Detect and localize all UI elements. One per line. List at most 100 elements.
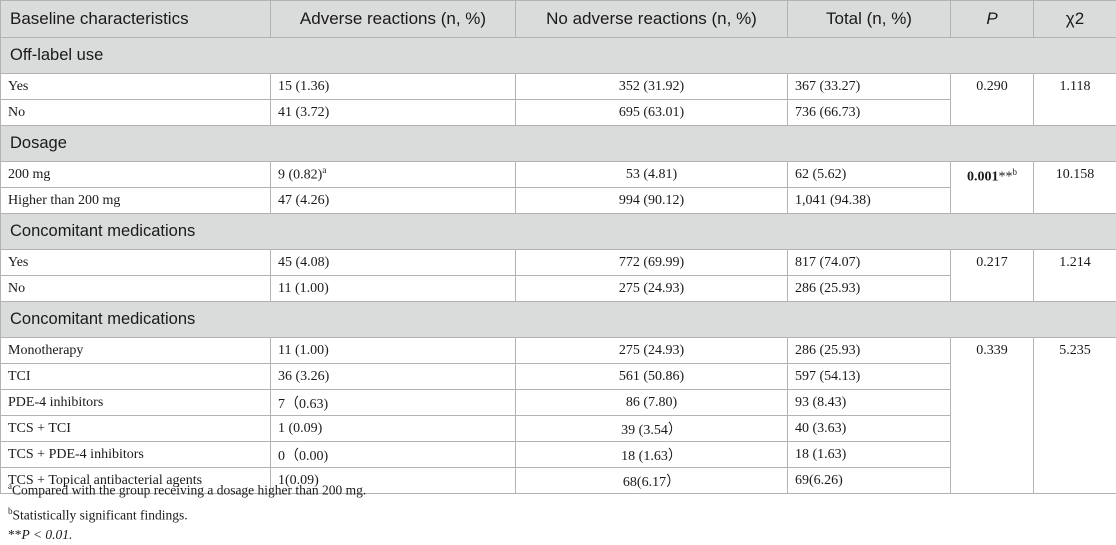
chi2-cell: 1.214 bbox=[1034, 250, 1116, 302]
no-adverse-cell: 18 (1.63） bbox=[516, 442, 788, 468]
adverse-value: 45 (4.08) bbox=[278, 255, 329, 270]
row-label: Yes bbox=[1, 250, 271, 276]
row-label: No bbox=[1, 276, 271, 302]
p-value: 0.290 bbox=[976, 79, 1008, 94]
adverse-value: 41 (3.72) bbox=[278, 105, 329, 120]
p-significance-mark: ** bbox=[999, 170, 1013, 185]
adverse-value: 11 (1.00) bbox=[278, 281, 329, 296]
footnotes: aCompared with the group receiving a dos… bbox=[8, 476, 366, 545]
chi2-cell: 1.118 bbox=[1034, 74, 1116, 126]
header-total: Total (n, %) bbox=[788, 1, 951, 38]
header-adverse: Adverse reactions (n, %) bbox=[271, 1, 516, 38]
no-adverse-cell: 275 (24.93) bbox=[516, 338, 788, 364]
p-value-cell: 0.217 bbox=[951, 250, 1034, 302]
table-row: PDE-4 inhibitors 7（0.63) 86 (7.80)93 (8.43… bbox=[1, 390, 1116, 416]
adverse-value: 47 (4.26) bbox=[278, 193, 329, 208]
header-row: Baseline characteristics Adverse reactio… bbox=[1, 1, 1116, 38]
baseline-characteristics-table: Baseline characteristics Adverse reactio… bbox=[0, 0, 1116, 494]
adverse-cell: 36 (3.26) bbox=[271, 364, 516, 390]
adverse-cell: 11 (1.00) bbox=[271, 276, 516, 302]
total-cell: 69(6.26) bbox=[788, 468, 951, 494]
row-label: TCS + PDE-4 inhibitors bbox=[1, 442, 271, 468]
footnote-a: aCompared with the group receiving a dos… bbox=[8, 476, 366, 501]
section-title: Off-label use bbox=[1, 38, 1116, 74]
p-value: 0.001 bbox=[967, 170, 999, 185]
section-row: Dosage bbox=[1, 126, 1116, 162]
adverse-cell: 45 (4.08) bbox=[271, 250, 516, 276]
table-row: No 41 (3.72) 695 (63.01)736 (66.73) bbox=[1, 100, 1116, 126]
total-cell: 1,041 (94.38) bbox=[788, 188, 951, 214]
total-cell: 18 (1.63) bbox=[788, 442, 951, 468]
header-p: P bbox=[951, 1, 1034, 38]
p-value: 0.339 bbox=[976, 343, 1008, 358]
no-adverse-cell: 86 (7.80) bbox=[516, 390, 788, 416]
total-cell: 40 (3.63) bbox=[788, 416, 951, 442]
section-title: Dosage bbox=[1, 126, 1116, 162]
chi2-cell: 10.158 bbox=[1034, 162, 1116, 214]
table-row: Higher than 200 mg 47 (4.26) 994 (90.12)1,… bbox=[1, 188, 1116, 214]
footnote-c-mark: ** bbox=[8, 527, 22, 542]
no-adverse-cell: 352 (31.92) bbox=[516, 74, 788, 100]
section-title: Concomitant medications bbox=[1, 302, 1116, 338]
adverse-cell: 7（0.63) bbox=[271, 390, 516, 416]
adverse-cell: 41 (3.72) bbox=[271, 100, 516, 126]
header-no-adverse: No adverse reactions (n, %) bbox=[516, 1, 788, 38]
adverse-value: 7（0.63) bbox=[278, 397, 328, 412]
footnote-a-text: Compared with the group receiving a dosa… bbox=[12, 483, 366, 498]
table-row: Monotherapy 11 (1.00) 275 (24.93)286 (25.9… bbox=[1, 338, 1116, 364]
total-cell: 817 (74.07) bbox=[788, 250, 951, 276]
footnote-b: bStatistically significant findings. bbox=[8, 501, 366, 526]
no-adverse-cell: 561 (50.86) bbox=[516, 364, 788, 390]
total-cell: 93 (8.43) bbox=[788, 390, 951, 416]
footnote-c: **P < 0.01. bbox=[8, 525, 366, 545]
row-label: 200 mg bbox=[1, 162, 271, 188]
total-cell: 736 (66.73) bbox=[788, 100, 951, 126]
row-label: PDE-4 inhibitors bbox=[1, 390, 271, 416]
adverse-cell: 47 (4.26) bbox=[271, 188, 516, 214]
no-adverse-cell: 53 (4.81) bbox=[516, 162, 788, 188]
adverse-cell: 15 (1.36) bbox=[271, 74, 516, 100]
p-value-cell: 0.290 bbox=[951, 74, 1034, 126]
adverse-value: 11 (1.00) bbox=[278, 343, 329, 358]
adverse-value: 0（0.00) bbox=[278, 449, 328, 464]
adverse-value: 36 (3.26) bbox=[278, 369, 329, 384]
row-label: Yes bbox=[1, 74, 271, 100]
no-adverse-cell: 994 (90.12) bbox=[516, 188, 788, 214]
p-footnote-mark: b bbox=[1013, 167, 1018, 177]
section-row: Concomitant medications bbox=[1, 214, 1116, 250]
adverse-value: 15 (1.36) bbox=[278, 79, 329, 94]
adverse-cell: 11 (1.00) bbox=[271, 338, 516, 364]
row-label: TCS + TCI bbox=[1, 416, 271, 442]
header-p-label: P bbox=[986, 9, 997, 28]
header-chi2: χ2 bbox=[1034, 1, 1116, 38]
chi2-cell: 5.235 bbox=[1034, 338, 1116, 494]
no-adverse-cell: 695 (63.01) bbox=[516, 100, 788, 126]
row-label: TCI bbox=[1, 364, 271, 390]
row-label: No bbox=[1, 100, 271, 126]
p-value: 0.217 bbox=[976, 255, 1008, 270]
table-row: TCS + TCI 1 (0.09) 39 (3.54）40 (3.63) bbox=[1, 416, 1116, 442]
adverse-footnote-mark: a bbox=[322, 165, 326, 175]
no-adverse-cell: 39 (3.54） bbox=[516, 416, 788, 442]
table-row: No 11 (1.00) 275 (24.93)286 (25.93) bbox=[1, 276, 1116, 302]
no-adverse-cell: 68(6.17） bbox=[516, 468, 788, 494]
section-row: Off-label use bbox=[1, 38, 1116, 74]
row-label: Higher than 200 mg bbox=[1, 188, 271, 214]
adverse-value: 9 (0.82) bbox=[278, 168, 322, 183]
footnote-c-text: P < 0.01. bbox=[22, 527, 73, 542]
adverse-cell: 9 (0.82)a bbox=[271, 162, 516, 188]
p-value-cell: 0.339 bbox=[951, 338, 1034, 494]
adverse-cell: 1 (0.09) bbox=[271, 416, 516, 442]
total-cell: 286 (25.93) bbox=[788, 338, 951, 364]
total-cell: 286 (25.93) bbox=[788, 276, 951, 302]
no-adverse-cell: 275 (24.93) bbox=[516, 276, 788, 302]
total-cell: 367 (33.27) bbox=[788, 74, 951, 100]
row-label: Monotherapy bbox=[1, 338, 271, 364]
no-adverse-cell: 772 (69.99) bbox=[516, 250, 788, 276]
total-cell: 597 (54.13) bbox=[788, 364, 951, 390]
adverse-value: 1 (0.09) bbox=[278, 421, 322, 436]
